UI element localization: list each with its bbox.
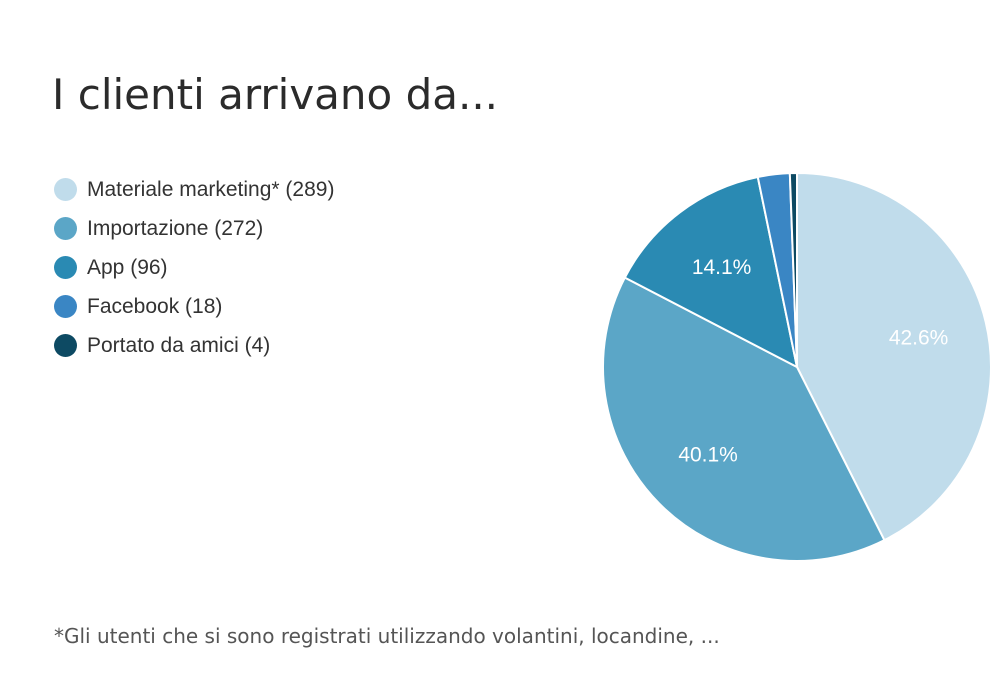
slice-label-materiale-marketing: 42.6% <box>889 327 949 350</box>
legend-label: Portato da amici (4) <box>87 333 271 357</box>
legend-swatch-materiale-marketing <box>54 178 77 201</box>
pie-slice-portato-da-amici <box>788 171 798 368</box>
chart-legend: Materiale marketing* (289) Importazione … <box>54 170 334 365</box>
chart-footnote: *Gli utenti che si sono registrati utili… <box>54 624 720 648</box>
pie-slice-materiale-marketing <box>796 171 992 542</box>
slice-label-importazione: 40.1% <box>678 443 738 466</box>
legend-item-portato-da-amici: Portato da amici (4) <box>54 326 334 365</box>
legend-item-app: App (96) <box>54 248 334 287</box>
legend-label: Materiale marketing* (289) <box>87 177 335 201</box>
chart-title: I clienti arrivano da... <box>52 70 499 119</box>
pie-slice-importazione <box>602 276 886 562</box>
slice-label-app: 14.1% <box>692 256 752 279</box>
legend-swatch-importazione <box>54 217 77 240</box>
legend-swatch-app <box>54 256 77 279</box>
legend-swatch-portato-da-amici <box>54 334 77 357</box>
legend-swatch-facebook <box>54 295 77 318</box>
legend-item-importazione: Importazione (272) <box>54 209 334 248</box>
legend-item-materiale-marketing: Materiale marketing* (289) <box>54 170 334 209</box>
legend-label: Facebook (18) <box>87 294 223 318</box>
legend-label: Importazione (272) <box>87 216 264 240</box>
legend-label: App (96) <box>87 255 168 279</box>
pie-slice-app <box>623 175 799 369</box>
legend-item-facebook: Facebook (18) <box>54 287 334 326</box>
